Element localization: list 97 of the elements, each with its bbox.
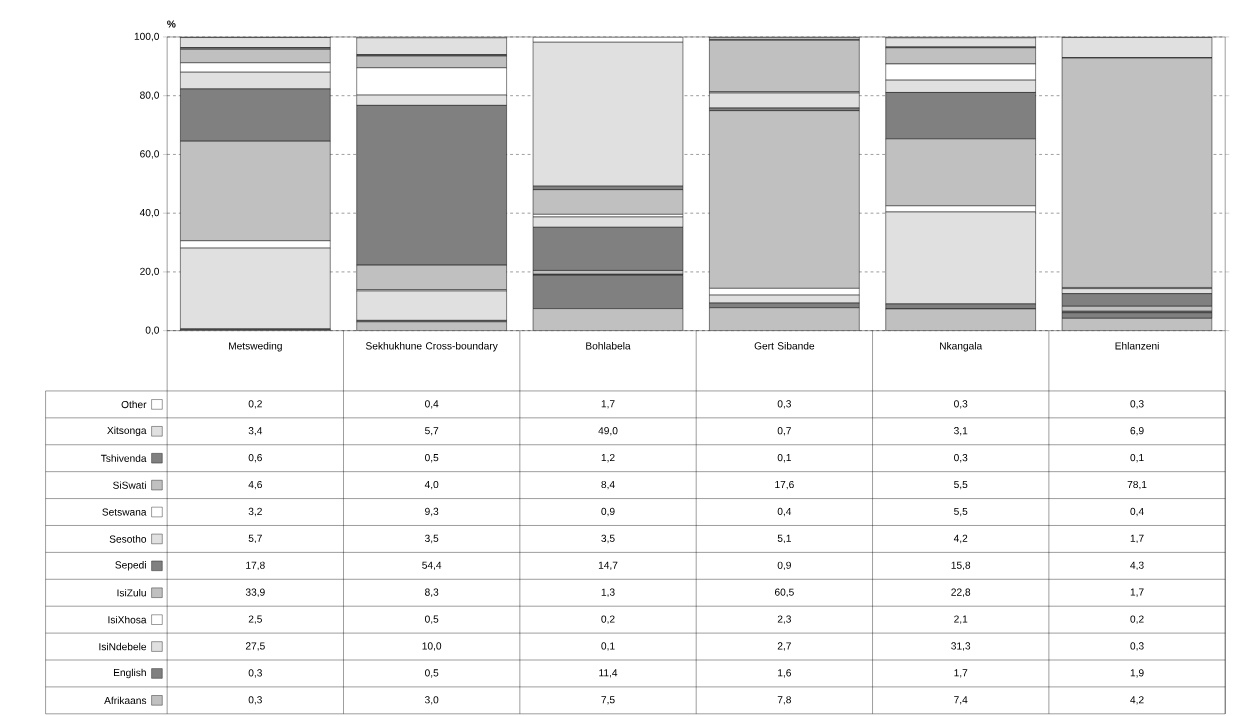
- data-label: 0,5: [424, 669, 439, 678]
- data-label: 0,4: [1130, 507, 1144, 517]
- data-label: 10,0: [422, 642, 442, 651]
- data-label: 4,3: [1130, 561, 1144, 571]
- data-label: 0,3: [954, 454, 968, 463]
- data-label: 0,4: [424, 400, 439, 409]
- data-label: 15,8: [951, 561, 971, 571]
- y-tick-label: 40,0: [139, 209, 160, 218]
- data-label: 5,7: [248, 534, 262, 544]
- data-label: 4,2: [1130, 696, 1144, 705]
- data-label: 60,5: [774, 588, 794, 598]
- data-label: 0,9: [601, 507, 615, 517]
- data-label: 0,4: [777, 507, 792, 517]
- data-label: 8,3: [425, 588, 439, 598]
- x-tick-label: Ehlanzeni: [1115, 342, 1159, 350]
- data-label: 2,7: [777, 642, 791, 651]
- data-label: 2,5: [248, 615, 262, 624]
- legend-label: Sesotho: [109, 535, 147, 543]
- y-tick-label: 60,0: [140, 150, 160, 159]
- data-label: 3,5: [424, 534, 439, 544]
- data-label: 0,3: [248, 696, 262, 705]
- data-label: 0,6: [248, 454, 262, 463]
- data-label: 78,1: [1127, 481, 1147, 490]
- data-label: 5,7: [425, 427, 439, 436]
- data-label: 0,3: [1130, 642, 1144, 651]
- data-label: 1,7: [954, 669, 968, 678]
- data-label: 0,5: [424, 454, 439, 463]
- data-label: 0,5: [424, 615, 439, 624]
- data-label: 17,8: [246, 561, 265, 571]
- data-label: 0,3: [1130, 400, 1144, 409]
- data-label: 7,8: [777, 696, 791, 705]
- data-label: 1,2: [601, 454, 615, 463]
- data-label: 1,7: [1130, 588, 1144, 598]
- legend-label: Sepedi: [115, 561, 146, 571]
- x-tick-label: Nkangala: [940, 342, 983, 352]
- y-tick-label: 0,0: [145, 326, 160, 335]
- data-label: 1,3: [601, 588, 615, 598]
- data-label: 1,6: [778, 669, 791, 678]
- legend-label: Tshivenda: [100, 454, 147, 463]
- legend-label: IsiZulu: [117, 589, 146, 597]
- y-tick-label: 80,0: [140, 91, 160, 101]
- data-label: 3,2: [248, 507, 262, 517]
- legend-label: Afrikaans: [104, 696, 147, 705]
- data-label: 49,0: [598, 427, 618, 436]
- legend-label: IsiNdebele: [99, 642, 147, 651]
- data-label: 1,7: [601, 400, 615, 409]
- data-label: 3,5: [601, 534, 615, 544]
- legend-label: Xitsonga: [107, 426, 147, 437]
- data-label: 0,3: [777, 400, 791, 409]
- data-label: 4,6: [248, 481, 262, 490]
- data-label: 33,9: [245, 588, 265, 598]
- data-label: 5,5: [954, 481, 968, 490]
- data-label: 31,3: [951, 642, 971, 651]
- data-label: 0,7: [777, 427, 791, 436]
- data-label: 2,3: [777, 615, 791, 624]
- data-label: 8,4: [601, 481, 615, 490]
- data-label: 9,3: [425, 507, 439, 517]
- data-label: 27,5: [245, 642, 265, 651]
- data-label: 4,2: [953, 534, 968, 544]
- data-label: 3,4: [248, 427, 263, 436]
- data-label: 11,4: [599, 669, 618, 678]
- legend-label: Other: [121, 400, 147, 409]
- data-label: 7,4: [954, 696, 968, 705]
- data-label: 14,7: [598, 561, 618, 571]
- legend-label: English: [114, 668, 146, 679]
- data-label: 5,5: [954, 508, 968, 517]
- data-label: 0,1: [777, 454, 791, 463]
- data-label: 0,2: [601, 615, 615, 624]
- data-label: 1,9: [1130, 669, 1144, 678]
- y-tick-label: 100,0: [134, 32, 160, 42]
- y-axis-title: %: [167, 20, 176, 28]
- x-tick-label: Bohlabela: [586, 342, 631, 350]
- data-label: 0,1: [601, 642, 615, 651]
- legend-label: Setswana: [102, 508, 147, 516]
- x-tick-label: Metsweding: [229, 342, 282, 352]
- legend-label: SiSwati: [113, 481, 146, 489]
- data-label: 2,1: [954, 615, 968, 624]
- data-label: 22,8: [951, 588, 971, 598]
- data-label: 0,1: [1130, 454, 1144, 463]
- data-label: 4,0: [424, 481, 439, 490]
- data-label: 17,6: [775, 481, 794, 490]
- x-tick-label: Sekhukhune Cross-boundary: [365, 342, 498, 352]
- data-label: 0,2: [1130, 615, 1144, 624]
- legend-label: IsiXhosa: [108, 616, 147, 624]
- data-label: 0,3: [954, 400, 968, 409]
- data-label: 3,1: [954, 427, 968, 436]
- data-label: 5,1: [777, 534, 791, 544]
- data-label: 7,5: [601, 696, 615, 705]
- data-label: 0,9: [777, 561, 791, 571]
- data-label: 54,4: [422, 561, 442, 571]
- y-tick-label: 20,0: [140, 267, 160, 277]
- data-label: 1,7: [1130, 534, 1144, 544]
- data-label: 0,3: [248, 669, 262, 678]
- data-label: 0,2: [248, 400, 262, 409]
- x-tick-label: Gert Sibande: [754, 342, 815, 350]
- data-label: 6,9: [1130, 427, 1144, 436]
- data-label: 3,0: [424, 696, 439, 705]
